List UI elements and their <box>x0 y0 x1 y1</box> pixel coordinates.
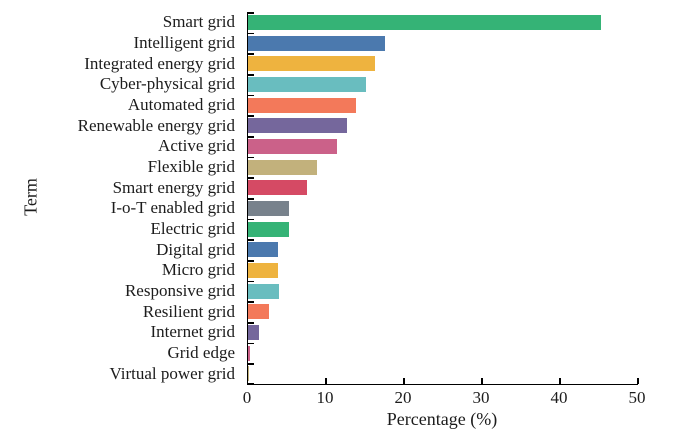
category-label: Flexible grid <box>147 156 235 176</box>
y-axis-tick <box>248 12 254 14</box>
category-label: Smart grid <box>162 12 235 32</box>
bar <box>248 14 601 30</box>
category-label: Renewable energy grid <box>77 115 235 135</box>
category-label: Digital grid <box>156 239 235 259</box>
category-label: Responsive grid <box>124 280 235 300</box>
bar <box>248 366 249 382</box>
category-label: Active grid <box>158 136 235 156</box>
bar <box>248 138 337 154</box>
y-axis-tick <box>248 260 254 262</box>
category-label: Virtual power grid <box>109 363 236 383</box>
bar <box>248 242 279 258</box>
bar <box>248 159 317 175</box>
bar <box>248 180 308 196</box>
bar <box>248 56 376 72</box>
x-axis-tick <box>481 378 483 384</box>
bar <box>248 324 259 340</box>
y-axis-tick <box>248 239 254 241</box>
y-axis-tick <box>248 115 254 117</box>
y-axis-tick <box>248 177 254 179</box>
x-axis-tick <box>637 378 639 384</box>
y-axis-tick <box>248 382 254 384</box>
category-label: Integrated energy grid <box>84 53 235 73</box>
bar <box>248 76 366 92</box>
y-axis-tick <box>248 198 254 200</box>
y-axis-tick <box>248 342 254 345</box>
x-tick-label: 30 <box>472 388 490 407</box>
x-tick-label: 10 <box>316 388 334 407</box>
bar <box>248 200 290 216</box>
y-axis-tick <box>248 136 254 138</box>
category-label: Cyber-physical grid <box>99 74 235 94</box>
y-axis-tick <box>248 322 254 324</box>
bar <box>248 97 357 113</box>
x-axis-tick <box>325 378 327 384</box>
bar <box>248 283 280 299</box>
y-axis-tick <box>248 53 254 55</box>
y-axis-tick <box>248 218 254 221</box>
category-label: Micro grid <box>161 260 235 280</box>
x-axis-tick <box>403 378 405 384</box>
category-label: I-o-T enabled grid <box>110 198 235 218</box>
y-axis-tick <box>248 156 254 159</box>
y-axis-tick <box>248 363 254 365</box>
category-label: Electric grid <box>150 218 236 238</box>
y-axis-tick <box>248 94 254 97</box>
x-tick-label: 40 <box>550 388 568 407</box>
category-label: Resilient grid <box>142 301 235 321</box>
x-tick-label: 50 <box>628 388 646 407</box>
bar <box>248 221 289 237</box>
x-axis-tick <box>559 378 561 384</box>
category-label: Internet grid <box>150 322 236 342</box>
y-axis-tick <box>248 301 254 303</box>
x-tick-labels: 0 10 20 30 40 50 <box>243 388 646 408</box>
x-tick-label: 20 <box>394 388 412 407</box>
category-label: Grid edge <box>167 342 235 362</box>
bar <box>248 35 385 51</box>
category-label: Automated grid <box>127 94 235 114</box>
category-label: Smart energy grid <box>112 177 235 197</box>
x-axis-title: Percentage (%) <box>386 409 498 429</box>
plot-area <box>247 12 639 385</box>
y-axis-tick <box>248 74 254 76</box>
y-axis-tick <box>248 280 254 283</box>
bar <box>248 118 348 134</box>
x-tick-label: 0 <box>242 388 252 407</box>
category-label: Intelligent grid <box>133 32 235 52</box>
bar <box>248 345 250 361</box>
bar <box>248 304 270 320</box>
bar <box>248 262 279 278</box>
y-axis-tick <box>248 32 254 35</box>
